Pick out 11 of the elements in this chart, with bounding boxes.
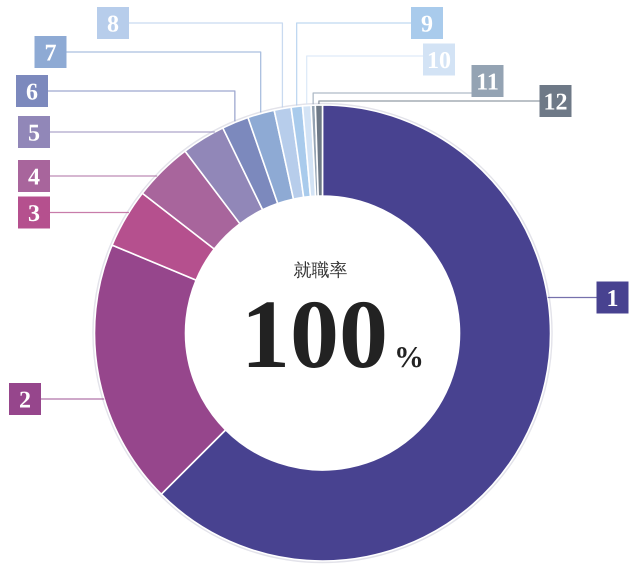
slice-label: 3 [28, 201, 40, 227]
slice-label: 11 [476, 70, 499, 96]
slice-label: 2 [19, 388, 31, 414]
slice-label: 1 [606, 286, 618, 312]
slice-label: 9 [421, 12, 433, 38]
slice-label: 12 [544, 90, 568, 116]
slice-label: 8 [107, 12, 119, 38]
slice-label: 6 [26, 80, 38, 106]
slice-label: 5 [28, 120, 40, 146]
slice-label: 7 [44, 40, 56, 66]
slice-label: 4 [28, 164, 40, 190]
